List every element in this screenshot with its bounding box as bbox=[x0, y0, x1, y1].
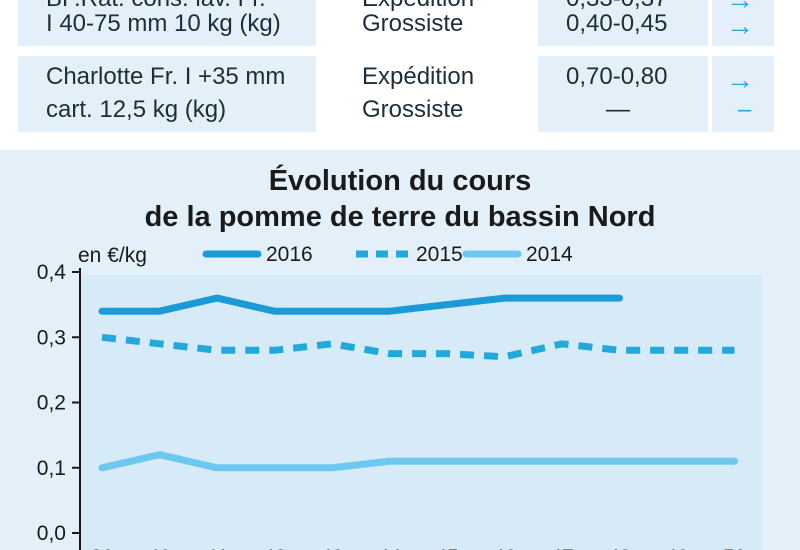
price-evolution-chart: Évolution du cours de la pomme de terre … bbox=[37, 163, 762, 550]
legend-label-2015: 2015 bbox=[416, 243, 463, 266]
chart-legend: 2016 2015 2014 bbox=[202, 243, 573, 266]
price-column-bg bbox=[538, 0, 708, 132]
chart-title-line2: de la pomme de terre du bassin Nord bbox=[145, 201, 656, 233]
price-range: 0,70-0,80 bbox=[566, 63, 668, 90]
trend-arrow-icon: → bbox=[726, 10, 754, 41]
x-tick-label: 49 bbox=[665, 546, 688, 550]
trend-arrow-icon: → bbox=[726, 64, 754, 95]
legend-label-2016: 2016 bbox=[266, 243, 313, 266]
x-tick-label: 44 bbox=[378, 546, 402, 550]
x-axis: 39 40 41 42 43 44 45 46 47 48 49 50 bbox=[90, 546, 746, 550]
y-tick-label: 0,1 bbox=[37, 457, 66, 480]
market-stage: Expédition bbox=[362, 63, 475, 90]
plot-area bbox=[80, 275, 762, 550]
no-trend-icon: – bbox=[738, 96, 752, 123]
y-tick-label: 0,0 bbox=[37, 522, 66, 545]
legend-label-2014: 2014 bbox=[526, 243, 573, 266]
x-tick-label: 47 bbox=[550, 546, 573, 550]
series-layer bbox=[98, 294, 738, 472]
market-stage: Expédition bbox=[362, 0, 474, 15]
market-stage: Grossiste bbox=[362, 96, 464, 123]
trend-column-bg bbox=[712, 0, 774, 132]
y-axis: 0,0 0,1 0,2 0,3 0,4 bbox=[37, 261, 81, 550]
x-tick-label: 41 bbox=[205, 546, 228, 550]
series-line-2016 bbox=[98, 294, 623, 315]
price-table: BF.Rat. cons. lav. Fr. I 40-75 mm 10 kg … bbox=[0, 0, 800, 132]
y-axis-unit-label: en €/kg bbox=[78, 244, 147, 267]
trend-arrow-icon: → bbox=[726, 0, 754, 14]
chart-title-line1: Évolution du cours bbox=[269, 163, 532, 197]
series-line-2014 bbox=[98, 451, 738, 472]
x-tick-label: 43 bbox=[320, 546, 343, 550]
product-column-bg bbox=[18, 0, 316, 132]
y-tick-label: 0,3 bbox=[37, 326, 66, 349]
product-name: BF.Rat. cons. lav. Fr. bbox=[46, 0, 266, 15]
price-range: 0,40-0,45 bbox=[566, 10, 668, 37]
x-tick-label: 50 bbox=[723, 546, 746, 550]
y-tick-label: 0,4 bbox=[37, 261, 67, 284]
market-stage: Grossiste bbox=[362, 10, 464, 37]
x-tick-label: 42 bbox=[263, 546, 286, 550]
x-tick-label: 40 bbox=[148, 546, 171, 550]
x-tick-label: 45 bbox=[435, 546, 458, 550]
product-name: cart. 12,5 kg (kg) bbox=[46, 96, 227, 123]
x-tick-label: 46 bbox=[493, 546, 516, 550]
price-range: 0,33-0,37 bbox=[566, 0, 667, 15]
y-tick-label: 0,2 bbox=[37, 392, 66, 415]
product-name: Charlotte Fr. I +35 mm bbox=[46, 63, 286, 90]
x-tick-label: 39 bbox=[90, 546, 113, 550]
product-name: I 40-75 mm 10 kg (kg) bbox=[46, 10, 281, 37]
chart-panel: Évolution du cours de la pomme de terre … bbox=[0, 150, 800, 550]
series-line-2015 bbox=[101, 333, 735, 361]
row-separator bbox=[18, 46, 788, 56]
price-range: — bbox=[606, 96, 630, 123]
x-tick-label: 48 bbox=[608, 546, 631, 550]
